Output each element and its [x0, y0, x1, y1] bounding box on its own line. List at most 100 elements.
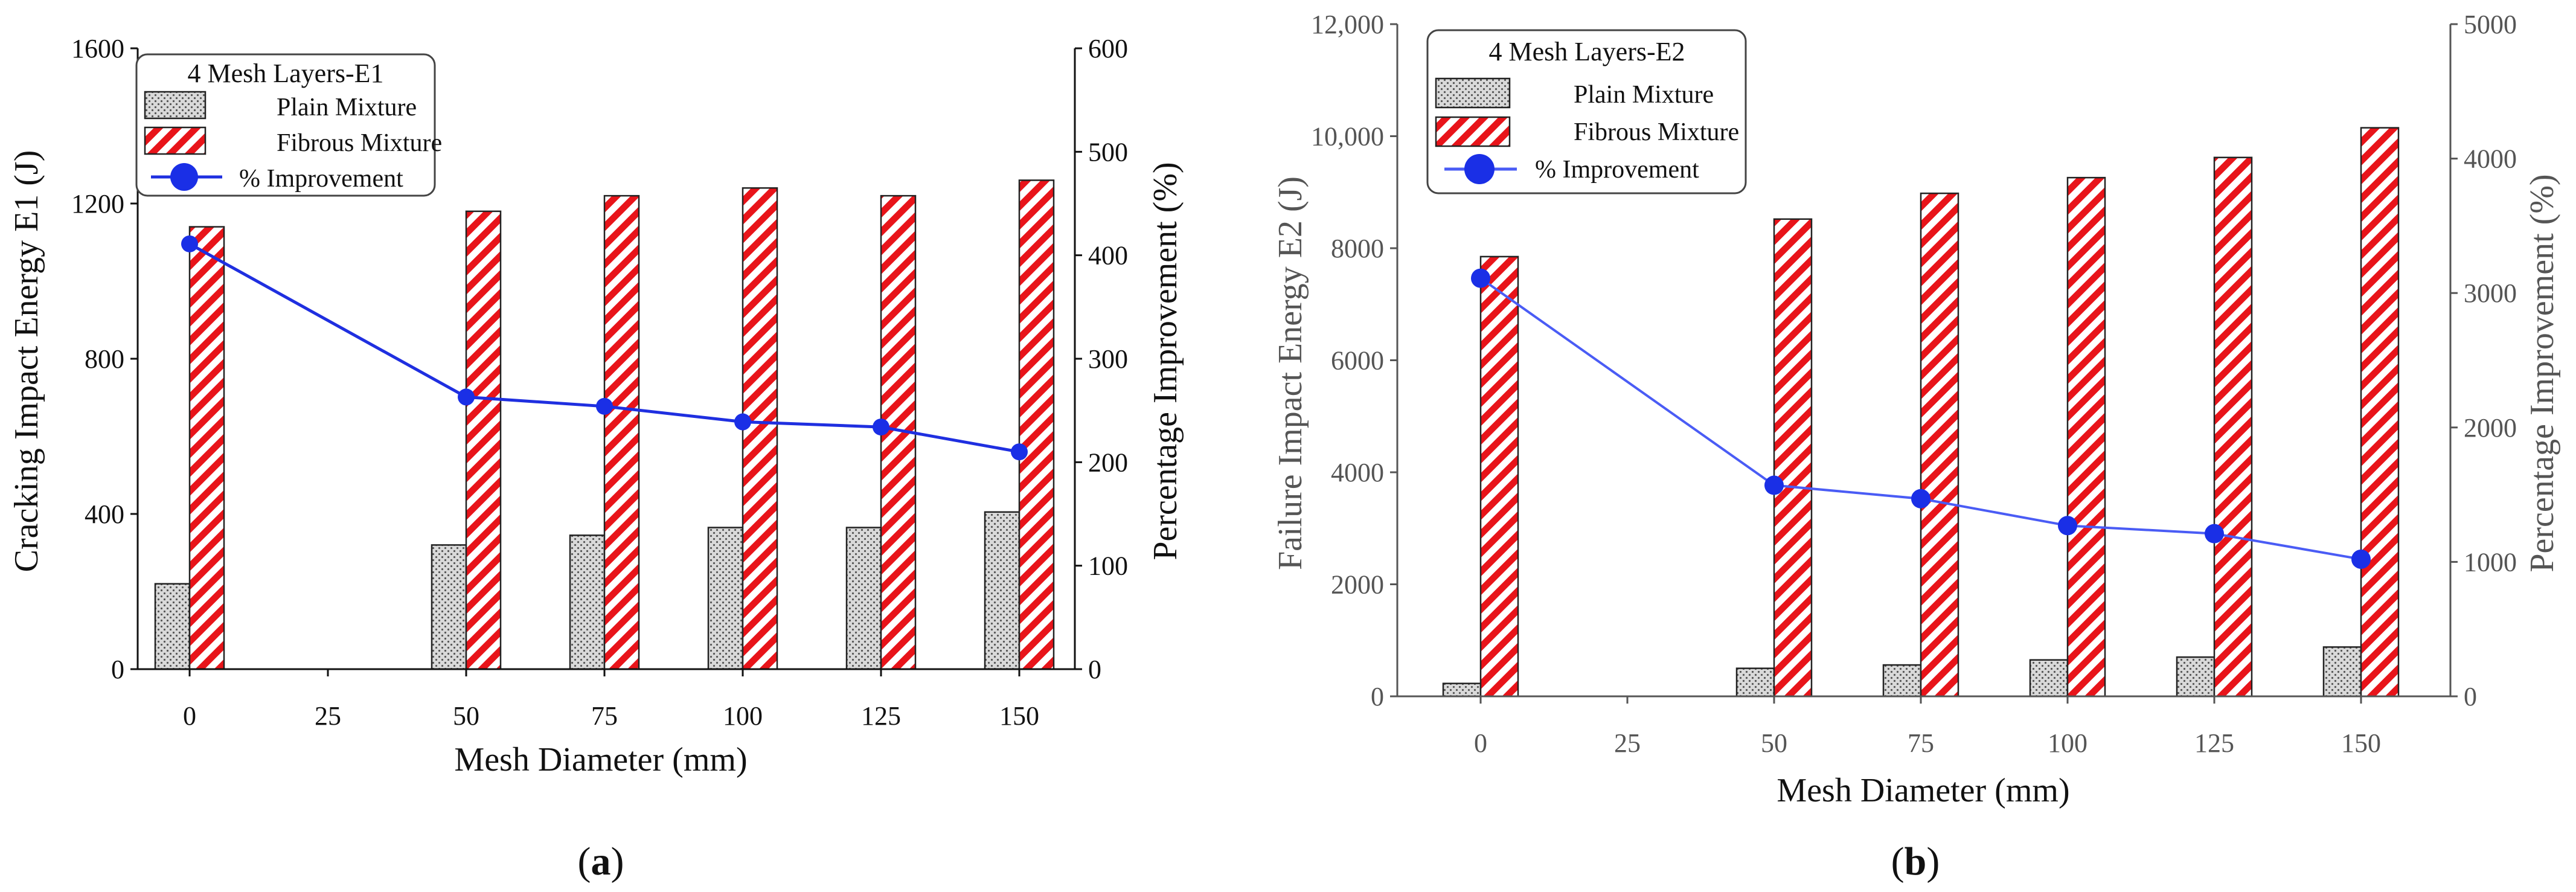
- panel-b-bar-fibrous-150: [2360, 127, 2400, 698]
- panel-a-bar-fibrous-50: [465, 210, 502, 670]
- panel-b-legend-swatch-fibrous: [1435, 116, 1511, 147]
- panel-b-improvement-line: [1479, 277, 2362, 560]
- panel-a-y2-tick-label: 300: [1088, 344, 1128, 374]
- panel-a-legend-label-fibrous: Fibrous Mixture: [277, 129, 442, 157]
- panel-b-improvement-point-50: [1764, 475, 1784, 495]
- panel-a-x-tick-label: 125: [861, 701, 901, 731]
- panel-b-bar-fibrous-125: [2213, 156, 2253, 698]
- panel-a-y-ticks: 0 400 800 1200 1600: [71, 34, 138, 684]
- panel-b-bar-fibrous-50: [1773, 218, 1813, 698]
- panel-a-x-tick-label: 50: [453, 701, 479, 731]
- panel-b-legend-swatch-plain: [1435, 77, 1511, 109]
- panel-b-y2-tick-label: 3000: [2464, 278, 2517, 308]
- panel-b-bar-plain-75: [1882, 664, 1922, 698]
- panel-b-x-axis-title: Mesh Diameter (mm): [1777, 772, 2069, 809]
- panel-a-x-ticks: 0 25 50 75 100 125 150: [183, 669, 1039, 731]
- panel-a-bar-plain-50: [431, 544, 467, 670]
- panel-b-legend-box: [1426, 29, 1747, 194]
- panel-b-bar-fibrous-0: [1479, 255, 1519, 698]
- panel-b-improvement-point-0: [1471, 268, 1490, 288]
- panel-b-y2-tick-label: 1000: [2464, 547, 2517, 577]
- panel-a-legend-label-improvement: % Improvement: [239, 165, 403, 193]
- panel-b-y2-axis-title: Percentage Improvement (%): [2523, 174, 2561, 572]
- panel-a-line: [181, 235, 1028, 461]
- panel-b-x-ticks: 0 25 50 75 100 125 150: [1474, 696, 2381, 758]
- panel-b-y2-tick-label: 4000: [2464, 144, 2517, 174]
- panel-a-x-tick-label: 75: [591, 701, 618, 731]
- panel-b-y-tick-label: 2000: [1331, 570, 1384, 600]
- panel-a-y2-tick-label: 400: [1088, 241, 1128, 271]
- panel-a-improvement-line: [188, 242, 1020, 454]
- panel-a-y-tick-label: 800: [85, 344, 124, 374]
- panel-a-improvement-point-125: [873, 419, 889, 436]
- panel-a-y2-ticks: 0 100 200 300 400 500 600: [1075, 34, 1128, 684]
- panel-b-legend: 4 Mesh Layers-E2 Plain Mixture Fibrous M…: [1426, 29, 1747, 194]
- panel-a-y2-tick-label: 200: [1088, 448, 1128, 477]
- panel-b-bars: [1442, 127, 2400, 698]
- panel-a-y2-tick-label: 100: [1088, 551, 1128, 581]
- panel-a-y-axis-title: Cracking Impact Energy E1 (J): [8, 150, 45, 573]
- panel-b-x-tick-label: 50: [1761, 728, 1787, 758]
- panel-a-x-tick-label: 0: [183, 701, 196, 731]
- panel-a-legend-marker: [170, 163, 198, 191]
- panel-b-label: (b): [1891, 839, 1940, 884]
- panel-b-legend-title: 4 Mesh Layers-E2: [1488, 37, 1685, 66]
- panel-a-y-tick-label: 1600: [71, 34, 124, 63]
- panel-a-bar-fibrous-0: [188, 226, 225, 670]
- panel-a-bar-fibrous-75: [603, 194, 640, 670]
- panel-b-y-tick-label: 10,000: [1311, 122, 1384, 152]
- panel-b-bar-plain-0: [1442, 682, 1482, 698]
- panel-a-bar-plain-0: [154, 583, 191, 670]
- panel-a-chart: 0 400 800 1200 1600 0 100 200 300 400 500 600 0 25 5…: [8, 34, 1184, 884]
- panel-b-legend-label-fibrous: Fibrous Mixture: [1574, 118, 1739, 146]
- panel-b-y2-tick-label: 5000: [2464, 10, 2517, 39]
- panel-b-line: [1471, 268, 2371, 569]
- panel-b-y-tick-label: 12,000: [1311, 10, 1384, 39]
- panel-a-y2-tick-label: 500: [1088, 137, 1128, 167]
- panel-b-label-letter: b: [1905, 839, 1927, 884]
- panel-b-legend-label-plain: Plain Mixture: [1574, 81, 1714, 109]
- panel-b-y-tick-label: 8000: [1331, 234, 1384, 263]
- panel-a-improvement-point-0: [181, 235, 198, 252]
- panel-a-improvement-point-100: [734, 413, 751, 431]
- panel-a-bar-plain-125: [845, 527, 882, 670]
- panel-a-bar-plain-150: [984, 511, 1020, 670]
- panel-a-legend-label-plain: Plain Mixture: [277, 94, 417, 121]
- panel-b-improvement-point-75: [1911, 489, 1930, 509]
- panel-a-bar-fibrous-150: [1018, 179, 1055, 670]
- panel-b-x-tick-label: 125: [2194, 728, 2234, 758]
- panel-a-bars: [154, 179, 1055, 670]
- panel-b-y2-tick-label: 2000: [2464, 413, 2517, 443]
- panel-a-bar-fibrous-100: [742, 187, 778, 670]
- panel-b-improvement-point-150: [2351, 549, 2371, 569]
- panel-a-y-tick-label: 400: [85, 499, 124, 529]
- panel-b-bar-plain-150: [2322, 646, 2362, 698]
- panel-a-y-tick-label: 0: [111, 655, 124, 684]
- panel-a-improvement-point-150: [1011, 443, 1028, 461]
- panel-a-x-axis-title: Mesh Diameter (mm): [454, 741, 747, 778]
- panel-a-x-tick-label: 100: [723, 701, 763, 731]
- panel-b-improvement-point-125: [2205, 524, 2224, 544]
- panel-a-y2-tick-label: 0: [1088, 655, 1101, 684]
- panel-a-bar-plain-75: [569, 534, 606, 670]
- panel-a-label: (a): [578, 839, 624, 884]
- panel-b-legend-label-improvement: % Improvement: [1535, 156, 1699, 184]
- panel-b-x-tick-label: 75: [1908, 728, 1934, 758]
- panel-b-bar-plain-50: [1735, 667, 1775, 698]
- panel-b-y-tick-label: 4000: [1331, 458, 1384, 487]
- panel-b-x-tick-label: 25: [1614, 728, 1641, 758]
- panel-a-x-tick-label: 25: [315, 701, 341, 731]
- panel-b-improvement-point-100: [2058, 516, 2077, 536]
- panel-b-bar-plain-125: [2176, 656, 2216, 698]
- panel-b-bar-fibrous-100: [2066, 176, 2106, 698]
- panel-a-legend-swatch-fibrous: [144, 126, 207, 155]
- panel-a-y-tick-label: 1200: [71, 189, 124, 219]
- panel-a-legend-box: [135, 53, 436, 197]
- panel-b-legend-marker: [1464, 154, 1495, 184]
- panel-b-bar-fibrous-75: [1920, 192, 1959, 698]
- panel-a-bar-plain-100: [707, 527, 744, 670]
- panel-b-y-ticks: 0 2000 4000 6000 8000 10,000 12,000: [1311, 10, 1397, 711]
- panel-a-legend-title: 4 Mesh Layers-E1: [187, 59, 383, 88]
- panel-a-improvement-point-50: [458, 388, 475, 406]
